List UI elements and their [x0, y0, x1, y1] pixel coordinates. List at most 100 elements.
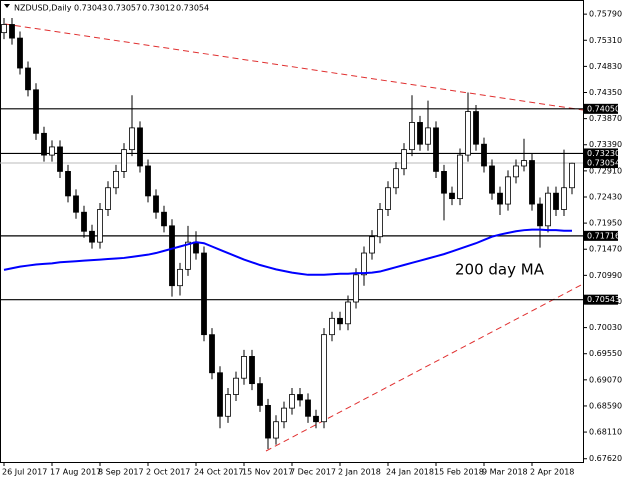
- candle-body: [241, 356, 247, 379]
- candle-body: [201, 252, 207, 336]
- candle-body: [521, 160, 527, 167]
- candle-body: [561, 187, 567, 210]
- candle-body: [473, 111, 479, 145]
- level-label-bg: [584, 148, 618, 159]
- candle-body: [273, 421, 279, 439]
- x-tick-label: 24 Oct 2017: [194, 468, 243, 477]
- y-tick-label: 0.67620: [589, 454, 622, 463]
- y-tick-label: 0.72430: [589, 192, 622, 201]
- y-tick-label: 0.73390: [589, 140, 622, 149]
- ohlc-low: 0.73012: [142, 4, 175, 13]
- candle-body: [433, 127, 439, 172]
- price-label-bg: [584, 158, 618, 169]
- candle-body: [321, 334, 327, 423]
- ma-annotation: 200 day MA: [455, 261, 545, 279]
- candle-body: [361, 252, 367, 276]
- candle-body: [89, 230, 95, 243]
- candle-body: [537, 203, 543, 227]
- candle-body: [329, 317, 335, 336]
- candle-body: [313, 415, 319, 423]
- menu-arrow: [4, 4, 10, 8]
- x-tick-label: 15 Feb 2018: [434, 468, 484, 477]
- ohlc-open: 0.73043: [74, 4, 107, 13]
- candle-body: [121, 149, 127, 172]
- level-label: 0.70543: [587, 295, 620, 304]
- candle-body: [497, 192, 503, 205]
- chart-title: NZDUSD,Daily: [14, 4, 72, 13]
- candle-body: [489, 165, 495, 194]
- candle-body: [17, 37, 23, 69]
- candle-body: [393, 168, 399, 189]
- y-tick-label: 0.74830: [589, 62, 622, 71]
- level-label-bg: [584, 294, 618, 305]
- candle-body: [41, 132, 47, 156]
- candle-body: [337, 317, 343, 325]
- y-tick-label: 0.72910: [589, 166, 622, 175]
- level-label-bg: [584, 103, 618, 114]
- candle-body: [233, 377, 239, 395]
- x-tick-label: 2 Apr 2018: [530, 468, 574, 477]
- level-label: 0.73230: [587, 149, 620, 158]
- candle-body: [73, 195, 79, 213]
- candle-body: [105, 187, 111, 210]
- x-tick-label: 8 Sep 2017: [98, 468, 144, 477]
- candle-body: [305, 399, 311, 417]
- candle-body: [353, 274, 359, 303]
- x-tick-label: 26 Jul 2017: [2, 468, 47, 477]
- candle-body: [569, 162, 575, 189]
- candle-body: [345, 301, 351, 325]
- candle-body: [289, 394, 295, 409]
- candle-body: [417, 122, 423, 145]
- candle-body: [65, 171, 71, 197]
- candle-body: [145, 165, 151, 197]
- y-tick-label: 0.68590: [589, 401, 622, 410]
- candle-body: [161, 211, 167, 227]
- price-label: 0.73054: [587, 159, 620, 168]
- candle-body: [217, 372, 223, 417]
- level-label: 0.74050: [587, 104, 620, 113]
- candle-body: [457, 154, 463, 200]
- candle-body: [57, 146, 63, 172]
- y-tick-label: 0.73870: [589, 114, 622, 123]
- candle-body: [257, 383, 263, 406]
- candle-body: [169, 225, 175, 287]
- candle-body: [505, 176, 511, 205]
- candle-body: [513, 165, 519, 178]
- candle-body: [265, 405, 271, 439]
- x-tick-label: 2 Jan 2018: [338, 468, 381, 477]
- candle-body: [209, 334, 215, 374]
- candle-body: [465, 111, 471, 156]
- candle-body: [9, 24, 15, 39]
- candle-body: [481, 143, 487, 167]
- y-tick-label: 0.69070: [589, 375, 622, 384]
- candle-body: [449, 192, 455, 200]
- y-tick-label: 0.69550: [589, 349, 622, 358]
- ohlc-close: 0.73054: [176, 4, 209, 13]
- candle-body: [193, 241, 199, 254]
- candle-body: [1, 24, 7, 34]
- candle-body: [129, 127, 135, 151]
- candle-body: [553, 192, 559, 210]
- x-tick-label: 24 Jan 2018: [386, 468, 434, 477]
- x-tick-label: 2 Oct 2017: [146, 468, 190, 477]
- candle-body: [113, 171, 119, 189]
- resistance-trendline: [4, 23, 584, 111]
- x-tick-label: 15 Nov 2017: [242, 468, 293, 477]
- candle-body: [441, 171, 447, 194]
- x-tick-label: 7 Dec 2017: [290, 468, 336, 477]
- candle-body: [369, 236, 375, 254]
- candle-body: [377, 209, 383, 238]
- candle-body: [137, 127, 143, 167]
- y-tick-label: 0.74350: [589, 88, 622, 97]
- candle-body: [185, 241, 191, 270]
- candle-body: [409, 122, 415, 151]
- candle-body: [281, 407, 287, 423]
- candle-body: [249, 356, 255, 385]
- candle-body: [225, 394, 231, 417]
- candle-body: [97, 209, 103, 243]
- y-tick-label: 0.75310: [589, 36, 622, 45]
- y-tick-label: 0.70990: [589, 271, 622, 280]
- candle-body: [401, 149, 407, 170]
- x-tick-label: 9 Mar 2018: [482, 468, 528, 477]
